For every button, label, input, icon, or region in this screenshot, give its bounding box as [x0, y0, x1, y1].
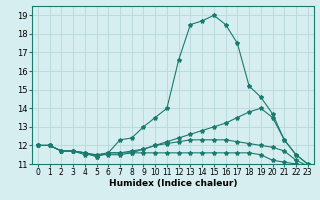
X-axis label: Humidex (Indice chaleur): Humidex (Indice chaleur) [108, 179, 237, 188]
